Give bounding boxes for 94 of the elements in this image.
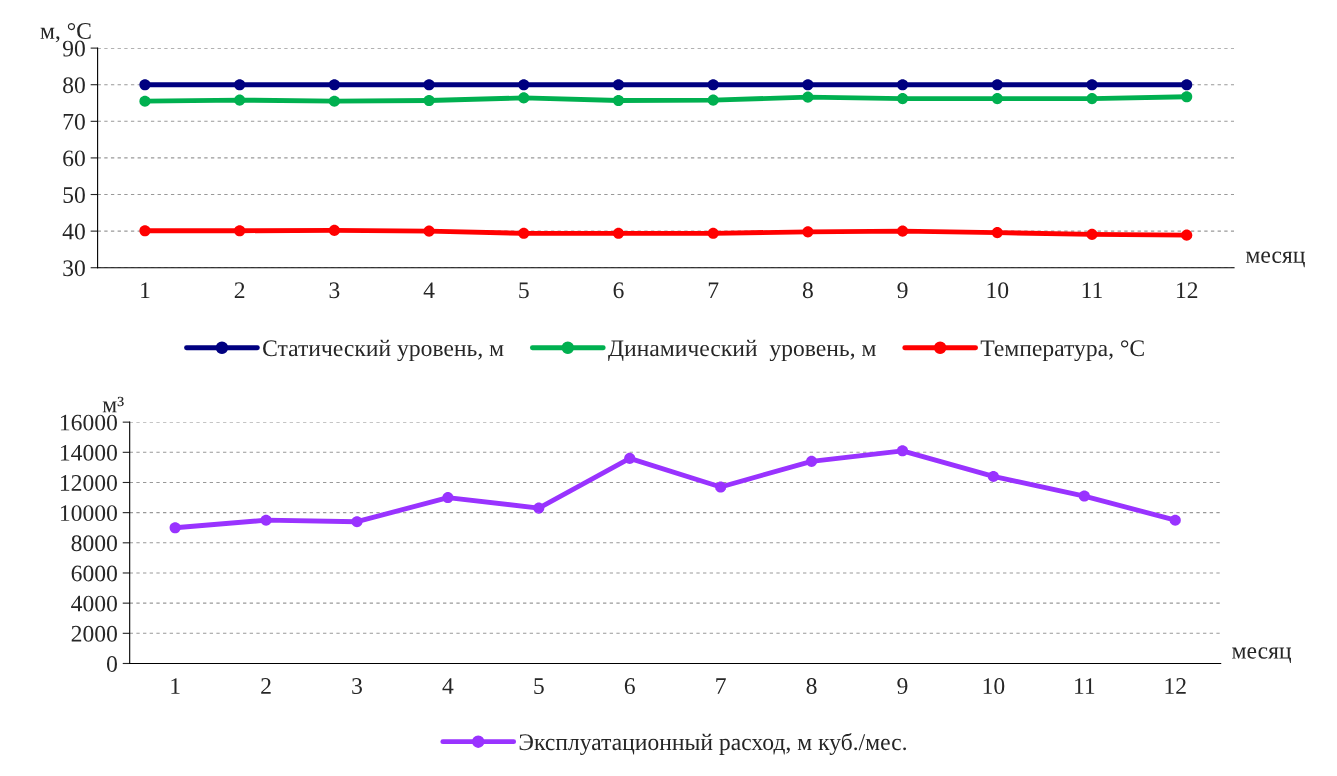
y-tick-label: 70: [63, 113, 85, 130]
point: [802, 226, 814, 238]
y-tick-label: 60: [63, 150, 85, 167]
y-tick-label: 12000: [60, 474, 117, 491]
point: [234, 79, 246, 91]
point: [328, 79, 340, 91]
x-tick-label: 12: [1165, 678, 1186, 694]
point: [442, 492, 454, 504]
y-tick-label: 4000: [71, 595, 117, 612]
point: [1181, 91, 1193, 103]
point: [707, 94, 719, 106]
point: [715, 481, 727, 493]
x-tick-label: 5: [534, 678, 544, 694]
point: [518, 227, 530, 239]
y-axis-title: м³: [102, 396, 124, 413]
point: [1169, 514, 1181, 526]
legend-label: Динамический уровень, м: [608, 339, 876, 362]
point: [987, 470, 999, 482]
x-tick-label: 10: [987, 282, 1009, 299]
point: [896, 445, 909, 457]
x-tick-label: 11: [1082, 282, 1102, 298]
y-tick-label: 50: [63, 187, 85, 203]
point: [139, 225, 151, 237]
legend-label: Температура, °C: [980, 340, 1144, 362]
point: [260, 514, 272, 526]
legend-label: Эксплуатационный расход, м куб./мес.: [519, 733, 906, 755]
point: [802, 79, 814, 91]
y-tick-label: 40: [62, 223, 85, 240]
x-tick-label: 3: [352, 678, 362, 694]
point: [351, 516, 363, 528]
point: [234, 225, 246, 237]
point: [624, 452, 636, 464]
point: [1086, 93, 1098, 105]
legend-label: Статический уровень, м: [263, 339, 504, 362]
x-tick-label: 4: [442, 678, 454, 694]
point: [169, 522, 181, 534]
y-tick-label: 14000: [60, 444, 117, 461]
point: [328, 224, 340, 236]
point: [991, 227, 1003, 239]
x-tick-label: 6: [624, 678, 635, 694]
x-tick-label: 5: [519, 282, 529, 299]
point: [991, 93, 1003, 105]
point: [991, 79, 1003, 91]
point: [1078, 490, 1090, 502]
x-tick-label: 7: [708, 282, 719, 298]
x-tick-label: 10: [983, 678, 1005, 694]
x-tick-label: 1: [171, 678, 180, 694]
point: [423, 225, 435, 237]
point: [707, 227, 719, 239]
x-axis-title: месяц: [1232, 647, 1292, 664]
point: [707, 79, 719, 91]
x-tick-label: 1: [141, 282, 150, 298]
point: [533, 502, 545, 514]
y-tick-label: 16000: [60, 414, 117, 431]
point: [1086, 228, 1098, 240]
y-tick-label: 30: [63, 260, 85, 277]
y-tick-label: 0: [106, 655, 117, 672]
point: [806, 455, 818, 467]
x-tick-label: 3: [329, 282, 340, 299]
point: [1181, 79, 1193, 91]
x-tick-label: 12: [1176, 282, 1198, 298]
x-tick-label: 8: [802, 282, 813, 299]
x-axis-title: месяц: [1245, 251, 1305, 268]
point: [423, 79, 435, 91]
y-tick-label: 80: [63, 77, 85, 94]
x-tick-label: 2: [261, 678, 271, 694]
point: [139, 79, 151, 91]
point: [423, 94, 435, 107]
point: [897, 93, 909, 105]
y-tick-label: 2000: [71, 625, 117, 642]
x-tick-label: 11: [1075, 678, 1095, 694]
point: [328, 95, 340, 107]
x-tick-label: 8: [806, 678, 817, 694]
y-tick-label: 6000: [71, 565, 117, 582]
point: [1181, 229, 1193, 241]
x-tick-label: 4: [423, 282, 435, 298]
point: [897, 225, 909, 237]
point: [518, 92, 530, 104]
x-tick-label: 7: [716, 678, 726, 694]
x-tick-label: 9: [897, 678, 908, 694]
y-tick-label: 10000: [60, 505, 117, 522]
x-tick-label: 9: [897, 282, 908, 299]
point: [139, 95, 151, 107]
point: [234, 94, 246, 106]
point: [802, 91, 814, 103]
point: [1086, 79, 1098, 91]
point: [518, 79, 530, 91]
point: [612, 94, 625, 107]
point: [612, 227, 625, 239]
y-tick-label: 8000: [71, 535, 117, 552]
x-tick-label: 6: [613, 282, 624, 299]
point: [897, 79, 909, 91]
x-tick-label: 2: [234, 282, 245, 298]
point: [612, 79, 625, 91]
